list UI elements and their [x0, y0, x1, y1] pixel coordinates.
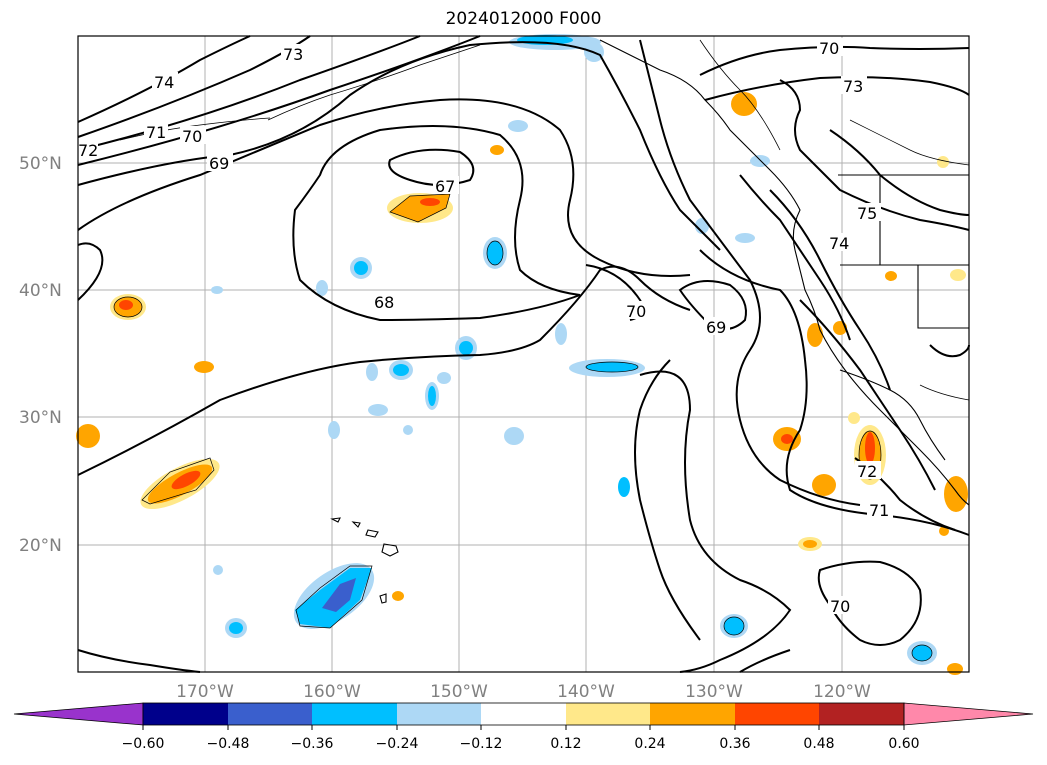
colorbar-segment: [735, 703, 819, 725]
contour-label: 72: [857, 462, 877, 481]
colorbar-segment: [312, 703, 397, 725]
contour-label: 71: [869, 501, 889, 520]
lon-label: 140°W: [557, 682, 615, 702]
colorbar-segment: [397, 703, 481, 725]
contour-label: 71: [146, 123, 166, 142]
lon-label: 150°W: [430, 682, 488, 702]
contour-label: 69: [706, 318, 726, 337]
colorbar-tick-label: 0.24: [634, 736, 665, 752]
colorbar-segment: [228, 703, 312, 725]
lat-label: 50°N: [19, 154, 62, 174]
contour-label: 67: [435, 177, 455, 196]
colorbar-segment: [819, 703, 904, 725]
lat-label: 20°N: [19, 536, 62, 556]
positive-anomaly-patches: [76, 92, 968, 675]
map-title: 2024012000 F000: [445, 9, 602, 29]
latitude-labels: 50°N 40°N 30°N 20°N: [19, 154, 62, 556]
anomaly-fills: [76, 34, 968, 675]
longitude-labels: 170°W 160°W 150°W 140°W 130°W 120°W: [176, 682, 871, 702]
contour-label: 70: [819, 39, 839, 58]
contour-label: 74: [829, 234, 849, 253]
lat-label: 30°N: [19, 408, 62, 428]
lat-label: 40°N: [19, 281, 62, 301]
contour-label: 72: [78, 141, 98, 160]
colorbar-segment: [481, 703, 566, 725]
colorbar-segment: [650, 703, 735, 725]
colorbar-segment: [566, 703, 650, 725]
contour-label: 68: [374, 293, 394, 312]
colorbar-tick-label: −0.12: [460, 736, 503, 752]
colorbar-tick-label: 0.48: [803, 736, 834, 752]
map-border: [77, 35, 970, 673]
colorbar-tick-label: −0.60: [122, 736, 165, 752]
colorbar-segment: [143, 703, 228, 725]
contour-labels: 74 73 72 71 70 69 67 68 70 69 70 73 75: [78, 38, 893, 616]
colorbar-tick-label: −0.36: [291, 736, 334, 752]
lon-label: 120°W: [813, 682, 871, 702]
contour-label: 73: [283, 45, 303, 64]
colorbar-min-extension: [13, 702, 144, 726]
contour-label: 70: [626, 302, 646, 321]
gridlines: [78, 36, 969, 672]
lon-label: 160°W: [303, 682, 361, 702]
contour-label: 74: [154, 73, 174, 92]
colorbar-tick-label: 0.36: [719, 736, 750, 752]
colorbar: −0.60 −0.48 −0.36 −0.24 −0.12 0.12 0.24 …: [13, 702, 1034, 752]
colorbar-tick-label: −0.48: [207, 736, 250, 752]
colorbar-tick-label: 0.12: [550, 736, 581, 752]
map-panel: 74 73 72 71 70 69 67 68 70 69 70 73 75: [76, 34, 970, 675]
lon-label: 170°W: [176, 682, 234, 702]
contour-label: 69: [209, 154, 229, 173]
contour-label: 73: [843, 77, 863, 96]
colorbar-max-extension: [903, 702, 1034, 726]
colorbar-tick-label: −0.24: [376, 736, 419, 752]
contour-label: 70: [830, 597, 850, 616]
fill-outlines: [113, 193, 933, 662]
lon-label: 130°W: [685, 682, 743, 702]
colorbar-tick-label: 0.60: [888, 736, 919, 752]
contour-label: 75: [857, 204, 877, 223]
hawaii-islands: [330, 517, 399, 604]
contour-label: 70: [182, 127, 202, 146]
